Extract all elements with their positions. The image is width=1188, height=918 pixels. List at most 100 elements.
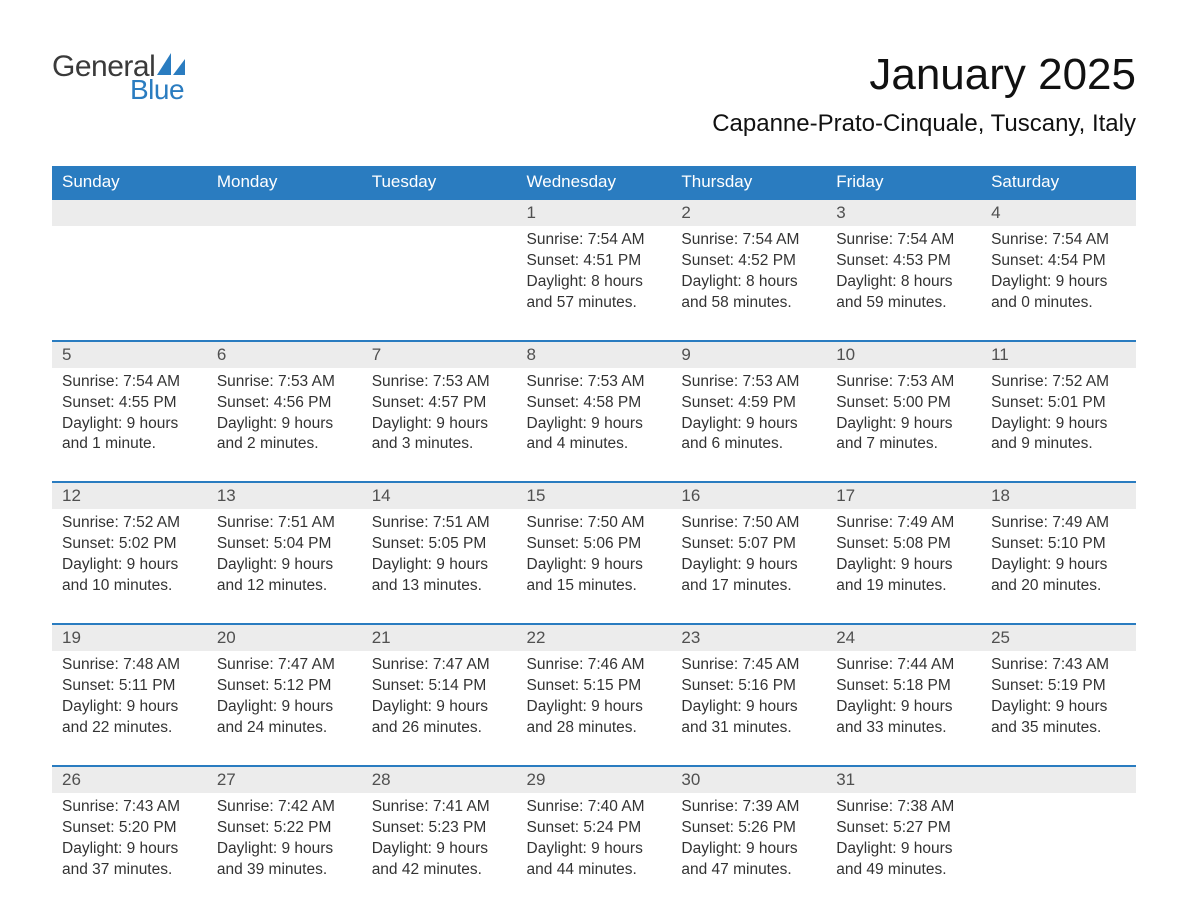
sunset-text: Sunset: 5:20 PM (62, 818, 197, 839)
daylight1-text: Daylight: 9 hours (836, 697, 971, 718)
weekday-header-row: Sunday Monday Tuesday Wednesday Thursday… (52, 166, 1136, 199)
weekday-header: Thursday (671, 166, 826, 199)
calendar-table: Sunday Monday Tuesday Wednesday Thursday… (52, 166, 1136, 906)
detail-row: Sunrise: 7:43 AMSunset: 5:20 PM Daylight:… (52, 793, 1136, 907)
daylight2-text: and 26 minutes. (372, 718, 507, 739)
daylight2-text: and 35 minutes. (991, 718, 1126, 739)
sunrise-text: Sunrise: 7:46 AM (527, 655, 662, 676)
logo-blue-text: Blue (130, 74, 184, 106)
sunset-text: Sunset: 5:08 PM (836, 534, 971, 555)
sunrise-text: Sunrise: 7:41 AM (372, 797, 507, 818)
sunset-text: Sunset: 5:10 PM (991, 534, 1126, 555)
daylight2-text: and 33 minutes. (836, 718, 971, 739)
day-number-cell: 26 (52, 766, 207, 793)
sunset-text: Sunset: 5:18 PM (836, 676, 971, 697)
sunset-text: Sunset: 5:00 PM (836, 393, 971, 414)
sunset-text: Sunset: 5:07 PM (681, 534, 816, 555)
day-detail-cell: Sunrise: 7:54 AMSunset: 4:53 PMDaylight:… (826, 226, 981, 341)
daylight2-text: and 47 minutes. (681, 860, 816, 881)
sunset-text: Sunset: 4:57 PM (372, 393, 507, 414)
daylight2-text: and 20 minutes. (991, 576, 1126, 597)
day-number-cell: 12 (52, 482, 207, 509)
day-number-cell: 13 (207, 482, 362, 509)
day-number-cell: 23 (671, 624, 826, 651)
day-number-cell: 22 (517, 624, 672, 651)
title-block: January 2025 Capanne-Prato-Cinquale, Tus… (712, 50, 1136, 138)
day-number-cell: 31 (826, 766, 981, 793)
daylight1-text: Daylight: 9 hours (62, 414, 197, 435)
daylight2-text: and 44 minutes. (527, 860, 662, 881)
day-detail-cell: Sunrise: 7:50 AMSunset: 5:06 PMDaylight:… (517, 509, 672, 624)
sunrise-text: Sunrise: 7:54 AM (527, 230, 662, 251)
sunset-text: Sunset: 5:11 PM (62, 676, 197, 697)
day-number-cell: 14 (362, 482, 517, 509)
sunrise-text: Sunrise: 7:43 AM (62, 797, 197, 818)
day-detail-cell: Sunrise: 7:48 AMSunset: 5:11 PMDaylight:… (52, 651, 207, 766)
sunset-text: Sunset: 5:06 PM (527, 534, 662, 555)
day-number-cell: 16 (671, 482, 826, 509)
day-number-cell: 21 (362, 624, 517, 651)
daylight2-text: and 39 minutes. (217, 860, 352, 881)
sunset-text: Sunset: 5:22 PM (217, 818, 352, 839)
daylight1-text: Daylight: 9 hours (217, 555, 352, 576)
day-detail-cell: Sunrise: 7:49 AMSunset: 5:10 PMDaylight:… (981, 509, 1136, 624)
sunrise-text: Sunrise: 7:53 AM (217, 372, 352, 393)
daylight1-text: Daylight: 8 hours (681, 272, 816, 293)
day-number-cell: 20 (207, 624, 362, 651)
sunrise-text: Sunrise: 7:40 AM (527, 797, 662, 818)
day-detail-cell: Sunrise: 7:54 AMSunset: 4:55 PMDaylight:… (52, 368, 207, 483)
sunrise-text: Sunrise: 7:49 AM (991, 513, 1126, 534)
day-detail-cell: Sunrise: 7:43 AMSunset: 5:20 PMDaylight:… (52, 793, 207, 907)
sunrise-text: Sunrise: 7:51 AM (217, 513, 352, 534)
daylight1-text: Daylight: 9 hours (681, 839, 816, 860)
day-detail-cell: Sunrise: 7:45 AMSunset: 5:16 PMDaylight:… (671, 651, 826, 766)
daylight2-text: and 59 minutes. (836, 293, 971, 314)
day-detail-cell: Sunrise: 7:52 AMSunset: 5:01 PMDaylight:… (981, 368, 1136, 483)
sunrise-text: Sunrise: 7:52 AM (991, 372, 1126, 393)
daylight1-text: Daylight: 9 hours (527, 839, 662, 860)
sunrise-text: Sunrise: 7:52 AM (62, 513, 197, 534)
day-number-cell (981, 766, 1136, 793)
daylight2-text: and 13 minutes. (372, 576, 507, 597)
daylight2-text: and 22 minutes. (62, 718, 197, 739)
day-number-cell: 17 (826, 482, 981, 509)
sunset-text: Sunset: 5:16 PM (681, 676, 816, 697)
sunrise-text: Sunrise: 7:38 AM (836, 797, 971, 818)
weekday-header: Monday (207, 166, 362, 199)
day-detail-cell: Sunrise: 7:47 AMSunset: 5:14 PMDaylight:… (362, 651, 517, 766)
sunrise-text: Sunrise: 7:53 AM (527, 372, 662, 393)
daynum-row: 1234 (52, 199, 1136, 226)
day-detail-cell: Sunrise: 7:54 AMSunset: 4:54 PMDaylight:… (981, 226, 1136, 341)
day-detail-cell: Sunrise: 7:47 AMSunset: 5:12 PMDaylight:… (207, 651, 362, 766)
daylight2-text: and 6 minutes. (681, 434, 816, 455)
day-number-cell (362, 199, 517, 226)
sunset-text: Sunset: 4:59 PM (681, 393, 816, 414)
day-number-cell: 5 (52, 341, 207, 368)
day-detail-cell (207, 226, 362, 341)
day-number-cell: 15 (517, 482, 672, 509)
day-number-cell: 28 (362, 766, 517, 793)
day-number-cell: 3 (826, 199, 981, 226)
daylight1-text: Daylight: 9 hours (836, 414, 971, 435)
daylight2-text: and 4 minutes. (527, 434, 662, 455)
daylight2-text: and 57 minutes. (527, 293, 662, 314)
daylight1-text: Daylight: 9 hours (991, 272, 1126, 293)
detail-row: Sunrise: 7:54 AMSunset: 4:55 PMDaylight:… (52, 368, 1136, 483)
daylight2-text: and 58 minutes. (681, 293, 816, 314)
daylight1-text: Daylight: 9 hours (372, 839, 507, 860)
day-detail-cell: Sunrise: 7:50 AMSunset: 5:07 PMDaylight:… (671, 509, 826, 624)
day-detail-cell: Sunrise: 7:51 AMSunset: 5:05 PMDaylight:… (362, 509, 517, 624)
weekday-header: Wednesday (517, 166, 672, 199)
day-detail-cell: Sunrise: 7:51 AMSunset: 5:04 PMDaylight:… (207, 509, 362, 624)
weekday-header: Sunday (52, 166, 207, 199)
daylight2-text: and 37 minutes. (62, 860, 197, 881)
sunset-text: Sunset: 4:56 PM (217, 393, 352, 414)
daylight1-text: Daylight: 9 hours (217, 839, 352, 860)
sunrise-text: Sunrise: 7:54 AM (62, 372, 197, 393)
daylight1-text: Daylight: 9 hours (372, 697, 507, 718)
sunrise-text: Sunrise: 7:48 AM (62, 655, 197, 676)
detail-row: Sunrise: 7:52 AMSunset: 5:02 PMDaylight:… (52, 509, 1136, 624)
daylight2-text: and 12 minutes. (217, 576, 352, 597)
detail-row: Sunrise: 7:54 AMSunset: 4:51 PMDaylight:… (52, 226, 1136, 341)
day-detail-cell (981, 793, 1136, 907)
